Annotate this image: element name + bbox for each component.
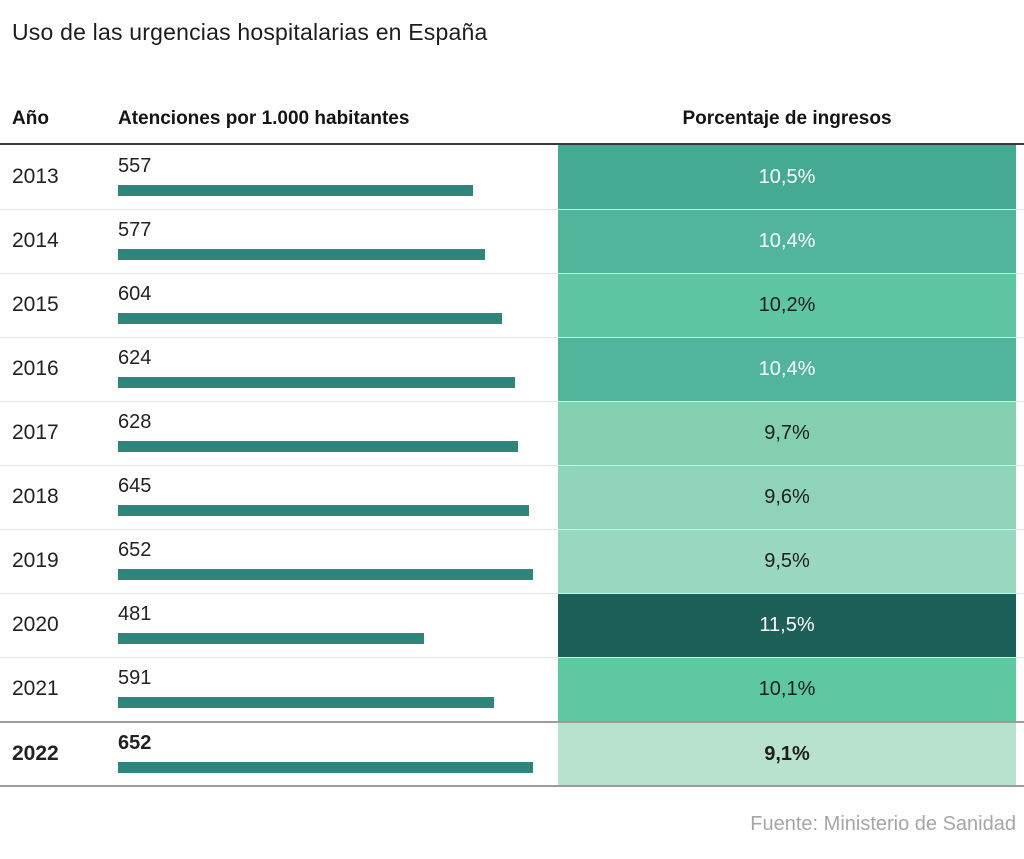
attentions-bar: [118, 633, 425, 644]
column-header-percentage: Porcentaje de ingresos: [682, 108, 892, 129]
percentage-value: 9,7%: [764, 422, 810, 444]
attentions-cell: 604: [118, 273, 558, 337]
year-label: 2015: [12, 293, 59, 316]
attentions-cell: 628: [118, 401, 558, 465]
percentage-value: 10,2%: [758, 294, 816, 316]
attentions-cell: 577: [118, 209, 558, 273]
column-header-attentions: Atenciones por 1.000 habitantes: [118, 108, 410, 129]
attentions-value: 481: [118, 603, 152, 625]
attentions-bar: [118, 697, 495, 708]
percentage-cell: 11,5%: [558, 594, 1016, 657]
percentage-value: 10,4%: [758, 230, 816, 252]
table-header-row: Año Atenciones por 1.000 habitantes Porc…: [0, 108, 1024, 145]
year-label: 2019: [12, 549, 59, 572]
percentage-cell: 9,6%: [558, 466, 1016, 529]
attentions-bar: [118, 569, 533, 580]
year-label: 2018: [12, 485, 59, 508]
attentions-value: 624: [118, 347, 152, 369]
percentage-cell: 9,1%: [558, 723, 1016, 785]
table-row: 2022 652 9,1%: [0, 721, 1024, 785]
percentage-value: 9,1%: [764, 742, 810, 765]
table-row: 2016 624 10,4%: [0, 337, 1024, 401]
attentions-bar: [118, 441, 518, 452]
table-row: 2014 577 10,4%: [0, 209, 1024, 273]
attentions-value: 652: [118, 732, 152, 754]
year-label: 2017: [12, 421, 59, 444]
table-row: 2018 645 9,6%: [0, 465, 1024, 529]
year-label: 2021: [12, 677, 59, 700]
attentions-bar: [118, 762, 533, 773]
attentions-bar: [118, 185, 473, 196]
percentage-cell: 10,4%: [558, 338, 1016, 401]
attentions-value: 628: [118, 411, 152, 433]
attentions-value: 604: [118, 283, 152, 305]
attentions-bar: [118, 377, 516, 388]
table-row: 2021 591 10,1%: [0, 657, 1024, 721]
attentions-value: 645: [118, 475, 152, 497]
attentions-value: 652: [118, 539, 152, 561]
attentions-value: 577: [118, 219, 152, 241]
percentage-cell: 9,5%: [558, 530, 1016, 593]
page-title: Uso de las urgencias hospitalarias en Es…: [12, 19, 488, 45]
percentage-value: 9,6%: [764, 486, 810, 508]
source-credit: Fuente: Ministerio de Sanidad: [750, 813, 1016, 835]
percentage-cell: 10,5%: [558, 145, 1016, 209]
percentage-value: 9,5%: [764, 550, 810, 572]
percentage-cell: 9,7%: [558, 402, 1016, 465]
table-row: 2019 652 9,5%: [0, 529, 1024, 593]
percentage-value: 10,5%: [758, 165, 816, 188]
attentions-bar: [118, 505, 529, 516]
attentions-cell: 591: [118, 657, 558, 721]
table-row: 2017 628 9,7%: [0, 401, 1024, 465]
percentage-value: 11,5%: [759, 614, 815, 636]
table-row: 2015 604 10,2%: [0, 273, 1024, 337]
table-row: 2013 557 10,5%: [0, 145, 1024, 209]
attentions-cell: 481: [118, 593, 558, 657]
table-body: 2013 557 10,5% 2014 577 10,4% 2015 604 1…: [0, 145, 1024, 787]
percentage-value: 10,1%: [758, 678, 816, 700]
attentions-cell: 624: [118, 337, 558, 401]
attentions-cell: 645: [118, 465, 558, 529]
table-row: 2020 481 11,5%: [0, 593, 1024, 657]
percentage-cell: 10,2%: [558, 274, 1016, 337]
year-label: 2013: [12, 165, 59, 188]
year-label: 2020: [12, 613, 59, 636]
percentage-value: 10,4%: [758, 358, 816, 380]
year-label: 2014: [12, 229, 59, 252]
attentions-bar: [118, 249, 486, 260]
attentions-value: 591: [118, 667, 152, 689]
year-label: 2022: [12, 741, 59, 765]
attentions-cell: 557: [118, 145, 558, 209]
attentions-value: 557: [118, 155, 152, 177]
percentage-cell: 10,1%: [558, 658, 1016, 721]
attentions-cell: 652: [118, 529, 558, 593]
attentions-bar: [118, 313, 503, 324]
column-header-year: Año: [12, 108, 49, 129]
attentions-cell: 652: [118, 722, 558, 785]
year-label: 2016: [12, 357, 59, 380]
percentage-cell: 10,4%: [558, 210, 1016, 273]
